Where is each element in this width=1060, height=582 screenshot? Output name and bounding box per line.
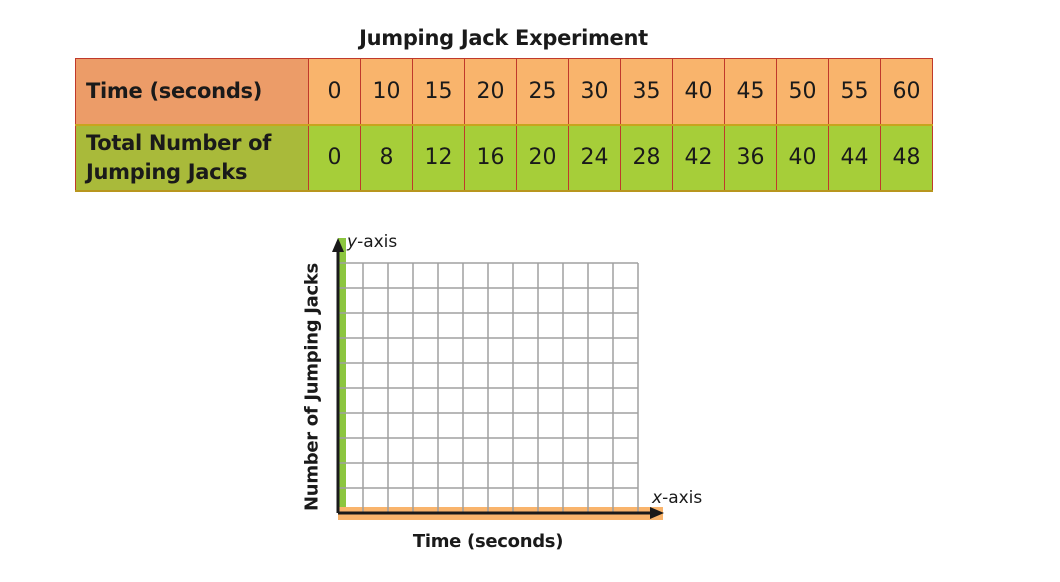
time-cell: 45 [724,58,777,125]
time-cell: 60 [880,58,933,125]
jumping-jacks-cell: 48 [880,123,933,191]
jumping-jacks-cell: 24 [568,123,621,191]
x-axis-arrowhead [650,507,664,519]
grid-lines [338,262,639,513]
y-axis-highlight [338,238,346,515]
jumping-jacks-cell: 12 [412,123,465,191]
time-cell: 10 [360,58,413,125]
y-axis-label: Number of Jumping Jacks [301,263,323,511]
x-axis-label: Time (seconds) [412,531,564,552]
time-row: Time (seconds) 0 10 15 20 25 30 35 40 45… [75,58,933,125]
jumping-jacks-cell: 36 [724,123,777,191]
row-header-line2: Jumping Jacks [86,159,248,184]
experiment-table: Time (seconds) 0 10 15 20 25 30 35 40 45… [75,58,933,192]
jumping-jacks-cell: 8 [360,123,413,191]
y-axis-name: y-axis [347,232,397,252]
jumping-jacks-cell: 16 [464,123,517,191]
jumping-jacks-cell: 42 [672,123,725,191]
time-row-header: Time (seconds) [75,58,309,125]
y-axis-variable: y [347,232,358,252]
time-cell: 40 [672,58,725,125]
jumping-jacks-row-header: Total Number of Jumping Jacks [75,123,309,191]
x-axis-suffix: -axis [662,488,703,508]
time-cell: 25 [516,58,569,125]
x-axis-variable: x [652,488,663,508]
time-cell: 35 [620,58,673,125]
x-axis-name: x-axis [652,488,702,508]
y-axis-suffix: -axis [357,232,398,252]
jumping-jacks-cell: 0 [308,123,361,191]
time-cell: 15 [412,58,465,125]
y-axis-arrowhead [332,238,344,252]
jumping-jacks-cell: 28 [620,123,673,191]
row-header-line1: Total Number of [86,130,272,155]
jumping-jacks-cell: 40 [776,123,829,191]
time-cell: 50 [776,58,829,125]
jumping-jacks-cell: 20 [516,123,569,191]
jumping-jacks-row: Total Number of Jumping Jacks 0 8 12 16 2… [75,123,933,191]
time-cell: 30 [568,58,621,125]
page-title: Jumping Jack Experiment [359,26,648,50]
